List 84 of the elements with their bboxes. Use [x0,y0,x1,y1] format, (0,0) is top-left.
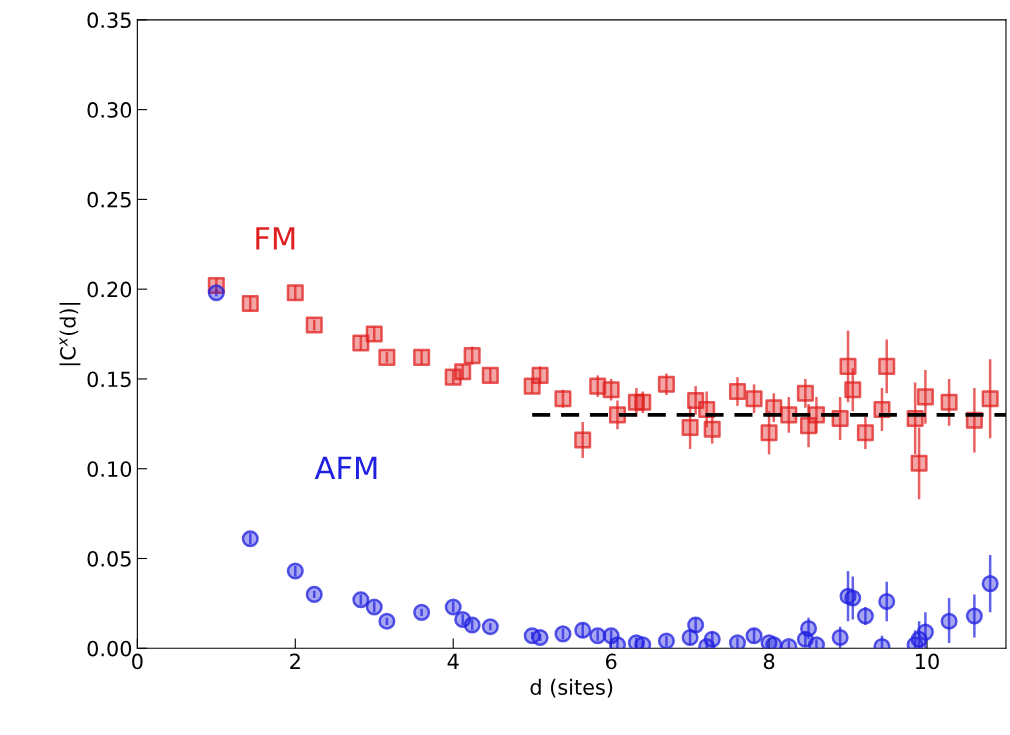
point [965,607,983,625]
y-tick-label: 0.10 [87,461,132,477]
point [728,382,747,401]
point [703,630,721,648]
point [657,632,675,649]
point [745,627,763,645]
point [634,393,652,411]
point [554,625,572,643]
point [481,618,499,636]
x-tick-label: 0 [132,653,143,670]
point [981,575,999,593]
y-tick-label: 0.35 [87,12,131,29]
point [589,627,607,645]
point [207,284,225,302]
point [531,366,549,384]
point [800,619,818,638]
point [352,591,370,609]
point [305,585,323,603]
point [940,393,958,411]
y-tick-label: 0.20 [87,281,132,298]
x-tick-label: 4 [447,653,459,669]
point [286,284,304,302]
x-axis-title: d (sites) [530,678,613,698]
point [378,348,396,366]
y-tick-label: 0.00 [87,640,132,657]
point [286,562,304,580]
point [463,616,481,634]
point [681,418,699,436]
y-tick-label: 0.25 [87,191,131,208]
point [574,431,592,449]
point [352,334,370,352]
point [807,406,825,424]
point [796,384,814,402]
point [878,357,896,375]
point [681,628,699,647]
point [531,628,549,647]
point [916,623,934,641]
point [856,607,874,625]
point [454,363,472,381]
point [831,628,849,647]
y-tick-label: 0.05 [87,550,131,567]
point [703,420,721,438]
y-axis-title: |C$^{x}$(d)| [59,302,81,366]
point [839,357,857,375]
point [413,603,431,621]
point [444,598,462,616]
point [378,612,396,630]
x-tick-label: 10 [916,653,939,670]
series-label: FM [256,227,295,250]
point [844,589,862,607]
point [780,406,798,424]
y-tick-label: 0.15 [87,371,131,388]
point [657,375,675,393]
point [807,636,825,649]
point [602,381,620,399]
point [760,424,778,442]
y-tick-label: 0.30 [87,102,132,118]
text: AFM [314,456,377,480]
point [856,424,874,442]
point [241,295,259,313]
point [554,390,572,408]
point [241,530,259,548]
point [608,636,626,649]
point [981,390,999,408]
point [574,621,592,639]
point [728,634,747,649]
point [463,347,481,365]
point [940,612,958,630]
point [745,390,763,408]
point [305,316,323,334]
point [413,348,431,366]
point [765,636,783,649]
point [910,454,928,472]
point [687,616,705,634]
point [878,593,896,611]
point [916,388,934,406]
x-tick-label: 8 [763,653,775,670]
point [634,636,652,649]
point [365,598,383,616]
x-tick-label: 6 [605,653,617,670]
x-tick-label: 2 [290,653,300,669]
point [481,366,499,384]
point [844,381,862,399]
point [365,325,383,343]
